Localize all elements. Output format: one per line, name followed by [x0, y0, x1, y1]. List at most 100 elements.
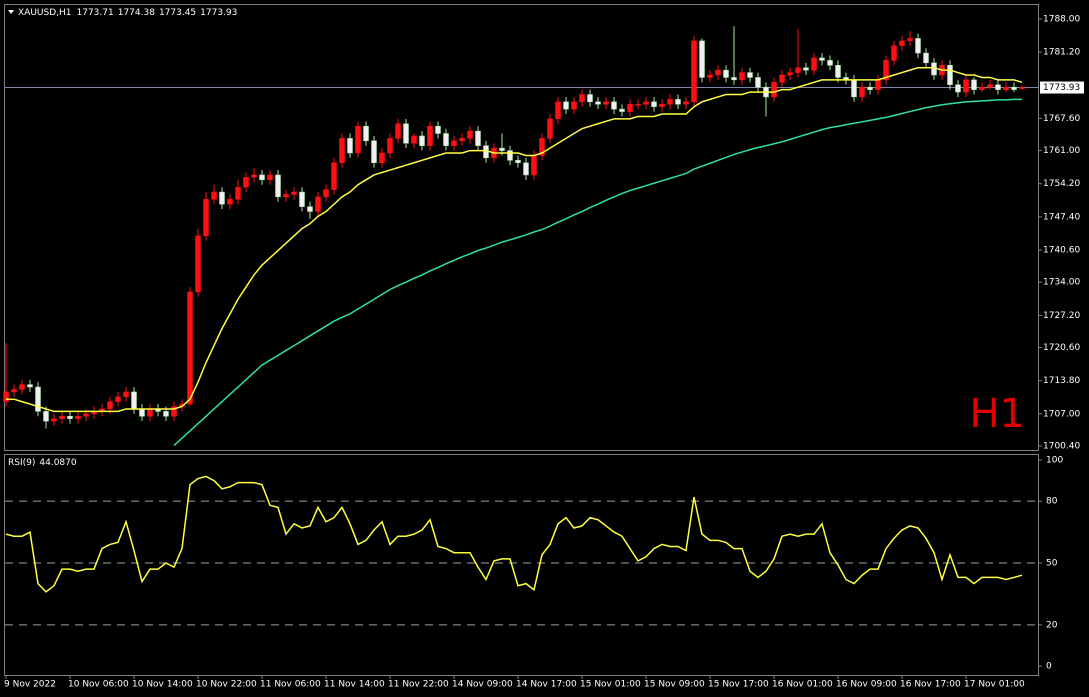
candle-body	[59, 416, 65, 419]
candle-body	[979, 86, 985, 90]
candle-body	[627, 104, 633, 112]
candle-body	[867, 86, 873, 90]
rsi-tick-label: 50	[1046, 559, 1058, 569]
candle-body	[875, 79, 881, 90]
candle-body	[243, 177, 249, 188]
candle-body	[203, 199, 209, 237]
candle-body	[699, 40, 705, 78]
rsi-value: 44.0870	[39, 458, 76, 468]
x-tick-label: 10 Nov 14:00	[132, 680, 193, 690]
candle-body	[331, 162, 337, 190]
candle-body	[11, 389, 17, 393]
candle-body	[739, 72, 745, 81]
candle-body	[67, 416, 73, 419]
candle-body	[987, 84, 993, 88]
candle-body	[275, 174, 281, 198]
candle-body	[635, 104, 641, 106]
candle-body	[139, 408, 145, 417]
candle-body	[1003, 86, 1009, 90]
y-tick-label: 1740.60	[1043, 246, 1080, 256]
main-panel-frame	[4, 4, 1039, 451]
candle-body	[715, 69, 721, 76]
candle-body	[803, 67, 809, 71]
candle-body	[459, 138, 465, 142]
candle-body	[955, 84, 961, 93]
candle-body	[371, 140, 377, 164]
candle-body	[947, 65, 953, 86]
candle-body	[195, 235, 201, 293]
menu-arrow	[8, 10, 14, 14]
candle-body	[915, 38, 921, 54]
candle-body	[851, 79, 857, 98]
rsi-line	[5, 475, 1023, 593]
candle-body	[667, 99, 673, 105]
header-close: 1773.93	[200, 8, 237, 18]
x-tick-label: 11 Nov 14:00	[324, 680, 385, 690]
candle-body	[259, 174, 265, 181]
y-tick-label: 1767.60	[1043, 114, 1080, 124]
candle-body	[379, 152, 385, 164]
candle-body	[107, 401, 113, 410]
candle-body	[411, 135, 417, 144]
candle-body	[539, 138, 545, 156]
candle-body	[1011, 86, 1017, 90]
candle-body	[643, 101, 649, 105]
candle-body	[547, 118, 553, 139]
candle-body	[339, 138, 345, 164]
rsi-tick-label: 100	[1046, 455, 1063, 465]
candle-body	[315, 196, 321, 212]
candle-body	[323, 189, 329, 198]
candle-body	[19, 384, 25, 390]
candle-body	[995, 84, 1001, 90]
candle-body	[219, 191, 225, 205]
candle-body	[123, 391, 129, 398]
candle-body	[603, 101, 609, 105]
x-tick-label: 9 Nov 2022	[4, 680, 56, 690]
candle-body	[827, 60, 833, 66]
rsi-panel-frame	[4, 454, 1039, 676]
timeframe-label: H1	[969, 391, 1025, 437]
candle-body	[403, 123, 409, 144]
candle-body	[723, 69, 729, 78]
candle-body	[811, 57, 817, 71]
candle-body	[747, 72, 753, 78]
y-tick-label: 1707.00	[1043, 409, 1080, 419]
candle-body	[531, 155, 537, 176]
candle-body	[779, 74, 785, 83]
candle-body	[611, 101, 617, 110]
y-tick-label: 1713.80	[1043, 376, 1080, 386]
y-tick-label: 1761.00	[1043, 146, 1080, 156]
candle-body	[659, 104, 665, 107]
moving-average-line	[6, 66, 1023, 413]
header-low: 1773.45	[159, 8, 196, 18]
x-tick-label: 16 Nov 17:00	[900, 680, 961, 690]
candle-body	[435, 125, 441, 134]
candle-body	[395, 123, 401, 139]
candle-body	[787, 72, 793, 76]
candle-body	[251, 174, 257, 178]
rsi-tick-label: 80	[1046, 497, 1058, 507]
y-tick-label: 1754.20	[1043, 179, 1080, 189]
candle-body	[859, 86, 865, 98]
candle-body	[515, 160, 521, 164]
x-tick-label: 15 Nov 17:00	[708, 680, 769, 690]
candle-body	[795, 67, 801, 73]
y-tick-label: 1788.00	[1043, 14, 1080, 24]
candle-body	[1019, 87, 1025, 89]
current-price-box	[1040, 81, 1084, 94]
candle-body	[147, 408, 153, 417]
candle-body	[963, 79, 969, 93]
candle-body	[235, 186, 241, 200]
y-tick-label: 1747.40	[1043, 212, 1080, 222]
candle-body	[451, 140, 457, 146]
x-tick-label: 10 Nov 06:00	[68, 680, 129, 690]
x-tick-label: 15 Nov 01:00	[580, 680, 641, 690]
candle-body	[43, 411, 49, 422]
x-tick-label: 17 Nov 01:00	[964, 680, 1025, 690]
x-tick-label: 10 Nov 22:00	[196, 680, 257, 690]
candle-body	[971, 79, 977, 90]
x-tick-label: 11 Nov 22:00	[388, 680, 449, 690]
candle-body	[755, 77, 761, 88]
candle-body	[267, 174, 273, 181]
